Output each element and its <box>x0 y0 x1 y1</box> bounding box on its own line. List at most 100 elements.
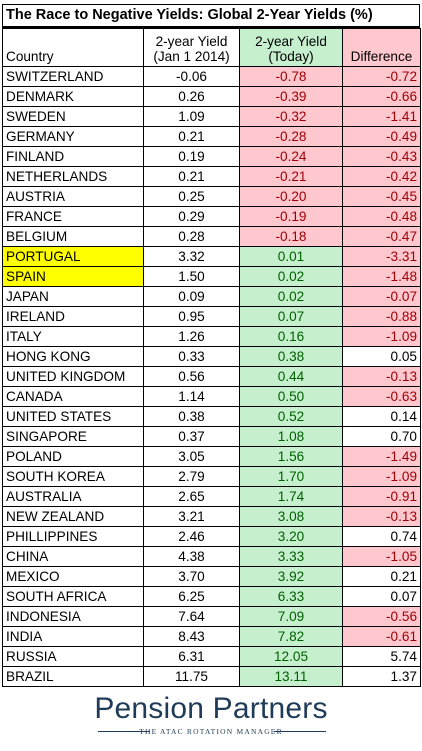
yield-today-cell: 3.20 <box>239 526 343 547</box>
yield-today-cell: 7.82 <box>239 626 343 647</box>
country-cell: BRAZIL <box>2 666 144 687</box>
table-row: SWEDEN 1.09 -0.32 -1.41 <box>2 106 421 127</box>
yield-jan-2014-cell: 3.32 <box>143 246 240 267</box>
yield-today-cell: 1.70 <box>239 466 343 487</box>
country-cell: INDONESIA <box>2 606 144 627</box>
difference-cell: -0.72 <box>342 66 421 87</box>
difference-cell: -0.49 <box>342 126 421 147</box>
country-cell: ITALY <box>2 326 144 347</box>
yield-jan-2014-cell: 6.25 <box>143 586 240 607</box>
table-row: BELGIUM 0.28 -0.18 -0.47 <box>2 226 421 247</box>
country-cell: SWITZERLAND <box>2 66 144 87</box>
yield-today-cell: 0.44 <box>239 366 343 387</box>
yield-jan-2014-cell: 0.38 <box>143 406 240 427</box>
yield-jan-2014-cell: 3.21 <box>143 506 240 527</box>
country-cell: DENMARK <box>2 86 144 107</box>
country-cell: NEW ZEALAND <box>2 506 144 527</box>
table-row: HONG KONG 0.33 0.38 0.05 <box>2 346 421 367</box>
country-cell: INDIA <box>2 626 144 647</box>
yield-today-cell: 3.08 <box>239 506 343 527</box>
yield-today-cell: 0.50 <box>239 386 343 407</box>
logo-brand-name: Pension Partners <box>94 692 328 725</box>
country-cell: PHILLIPPINES <box>2 526 144 547</box>
yield-today-cell: -0.39 <box>239 86 343 107</box>
header-row: Country 2-year Yield (Jan 1 2014) 2-year… <box>2 28 421 67</box>
table-row: SOUTH KOREA 2.79 1.70 -1.09 <box>2 466 421 487</box>
yield-jan-2014-cell: 0.28 <box>143 226 240 247</box>
yield-table-sheet: The Race to Negative Yields: Global 2-Ye… <box>2 4 421 687</box>
yield-jan-2014-cell: 0.09 <box>143 286 240 307</box>
yield-jan-2014-cell: 0.37 <box>143 426 240 447</box>
yield-jan-2014-cell: 4.38 <box>143 546 240 567</box>
table-row: DENMARK 0.26 -0.39 -0.66 <box>2 86 421 107</box>
table-row: CHINA 4.38 3.33 -1.05 <box>2 546 421 567</box>
header-country: Country <box>2 28 144 67</box>
logo-rule-left <box>98 731 150 732</box>
country-cell: MEXICO <box>2 566 144 587</box>
difference-cell: 0.05 <box>342 346 421 367</box>
yield-today-cell: 3.92 <box>239 566 343 587</box>
table-row: GERMANY 0.21 -0.28 -0.49 <box>2 126 421 147</box>
header-difference: Difference <box>342 28 421 67</box>
yield-jan-2014-cell: 3.70 <box>143 566 240 587</box>
table-row: SPAIN 1.50 0.02 -1.48 <box>2 266 421 287</box>
table-row: AUSTRIA 0.25 -0.20 -0.45 <box>2 186 421 207</box>
difference-cell: 0.21 <box>342 566 421 587</box>
difference-cell: -1.48 <box>342 266 421 287</box>
country-cell: JAPAN <box>2 286 144 307</box>
yield-today-cell: 12.05 <box>239 646 343 667</box>
difference-cell: -0.48 <box>342 206 421 227</box>
difference-cell: -1.09 <box>342 466 421 487</box>
yield-jan-2014-cell: 0.19 <box>143 146 240 167</box>
yield-today-cell: 0.02 <box>239 286 343 307</box>
yield-jan-2014-cell: 0.33 <box>143 346 240 367</box>
difference-cell: 0.14 <box>342 406 421 427</box>
yield-jan-2014-cell: 0.56 <box>143 366 240 387</box>
difference-cell: -1.41 <box>342 106 421 127</box>
difference-cell: -3.31 <box>342 246 421 267</box>
yield-today-cell: -0.21 <box>239 166 343 187</box>
difference-cell: -1.05 <box>342 546 421 567</box>
table-row: JAPAN 0.09 0.02 -0.07 <box>2 286 421 307</box>
yield-jan-2014-cell: 0.95 <box>143 306 240 327</box>
yield-jan-2014-cell: 2.46 <box>143 526 240 547</box>
country-cell: SINGAPORE <box>2 426 144 447</box>
difference-cell: -0.13 <box>342 506 421 527</box>
yield-today-cell: 6.33 <box>239 586 343 607</box>
difference-cell: 0.07 <box>342 586 421 607</box>
yield-today-cell: 0.07 <box>239 306 343 327</box>
difference-cell: -0.56 <box>342 606 421 627</box>
country-cell: NETHERLANDS <box>2 166 144 187</box>
yield-jan-2014-cell: 2.79 <box>143 466 240 487</box>
yield-today-cell: 13.11 <box>239 666 343 687</box>
table-row: CANADA 1.14 0.50 -0.63 <box>2 386 421 407</box>
yield-today-cell: 0.52 <box>239 406 343 427</box>
difference-cell: -0.47 <box>342 226 421 247</box>
header-yield-jan-2014-line2: (Jan 1 2014) <box>153 49 230 64</box>
yield-jan-2014-cell: 1.50 <box>143 266 240 287</box>
difference-cell: -0.43 <box>342 146 421 167</box>
table-row: INDIA 8.43 7.82 -0.61 <box>2 626 421 647</box>
table-row: FRANCE 0.29 -0.19 -0.48 <box>2 206 421 227</box>
yield-today-cell: -0.18 <box>239 226 343 247</box>
difference-cell: -1.09 <box>342 326 421 347</box>
country-cell: AUSTRALIA <box>2 486 144 507</box>
yield-jan-2014-cell: 11.75 <box>143 666 240 687</box>
yield-today-cell: 3.33 <box>239 546 343 567</box>
header-yield-today-line1: 2-year Yield <box>255 34 327 49</box>
table-row: BRAZIL 11.75 13.11 1.37 <box>2 666 421 687</box>
table-row: AUSTRALIA 2.65 1.74 -0.91 <box>2 486 421 507</box>
yield-table: Country 2-year Yield (Jan 1 2014) 2-year… <box>2 28 421 687</box>
table-row: UNITED KINGDOM 0.56 0.44 -0.13 <box>2 366 421 387</box>
country-cell: PORTUGAL <box>2 246 144 267</box>
header-yield-today: 2-year Yield (Today) <box>239 28 343 67</box>
yield-jan-2014-cell: -0.06 <box>143 66 240 87</box>
yield-jan-2014-cell: 6.31 <box>143 646 240 667</box>
difference-cell: -0.13 <box>342 366 421 387</box>
table-row: NETHERLANDS 0.21 -0.21 -0.42 <box>2 166 421 187</box>
difference-cell: -0.45 <box>342 186 421 207</box>
yield-today-cell: 0.38 <box>239 346 343 367</box>
difference-cell: 0.70 <box>342 426 421 447</box>
logo-rule-right <box>274 731 326 732</box>
yield-jan-2014-cell: 0.21 <box>143 166 240 187</box>
